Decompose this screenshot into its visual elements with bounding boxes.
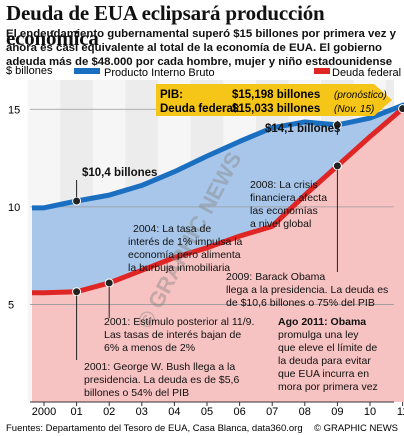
x-tick-label: 06 — [233, 406, 245, 418]
debt-line — [32, 105, 404, 296]
legend-debt-swatch — [314, 68, 330, 74]
annotation-2008-line1: 2008: La crisis — [250, 179, 318, 191]
legend-debt-label: Deuda federal — [332, 67, 401, 79]
x-tick-label: 05 — [201, 406, 213, 418]
y-tick-label: 5 — [8, 299, 14, 311]
footer-source: Fuentes: Departamento del Tesoro de EUA,… — [6, 423, 303, 434]
x-tick-label: 03 — [136, 406, 148, 418]
annotation-obama-line3: de $10,6 billones o 75% del PIB — [226, 297, 375, 309]
x-tick-label: 01 — [70, 406, 82, 418]
annotation-bush-line2: presidencia. La deuda es de $5,6 — [84, 374, 239, 386]
data-marker — [72, 287, 82, 297]
callout-debt-note: (Nov. 15) — [334, 104, 374, 115]
annotation-2004-line4: la burbuja inmobiliaria — [128, 262, 230, 274]
annotation-2004-line3: economía pero alimenta — [128, 249, 241, 261]
chart-subtitle: El endeudamiento gubernamental superó $1… — [6, 28, 396, 68]
annotation-aug2011-line6: mora por primera vez — [278, 381, 378, 393]
annotation-obama-line1: 2009: Barack Obama — [226, 271, 325, 283]
annotation-2008-line2: financiera afecta — [250, 192, 327, 204]
chart-title: Deuda de EUA eclipsará producción económ… — [6, 1, 325, 50]
annotation-10-4: $10,4 billones — [82, 167, 157, 179]
callout-debt-value: $15,033 billones — [232, 103, 320, 115]
annotation-2004-line2: interés de 1% impulsa la — [128, 236, 243, 248]
callout-pib-label: PIB: — [160, 89, 183, 101]
callout-pib-value: $15,198 billones — [232, 89, 320, 101]
x-tick-label: 09 — [331, 406, 343, 418]
callout-debt-label: Deuda federal: — [160, 103, 240, 115]
annotation-aug2011-line1: Ago 2011: Obama — [278, 316, 366, 328]
data-marker — [72, 196, 82, 206]
data-marker — [332, 161, 342, 171]
x-tick-label: 07 — [266, 406, 278, 418]
y-tick-label: 15 — [8, 104, 20, 116]
x-tick-label: 04 — [168, 406, 180, 418]
annotation-2008-line4: a nivel global — [250, 218, 311, 230]
data-marker — [104, 278, 114, 288]
x-tick-label: 2000 — [32, 406, 56, 418]
y-tick-label: 10 — [8, 202, 20, 214]
annotation-2008-line3: las economías — [250, 205, 318, 217]
footer-credit: © GRAPHIC NEWS — [314, 423, 398, 434]
annotation-aug2011-line3: que eleve el límite de — [278, 342, 377, 354]
annotation-sept11-line3: 6% a menos de 2% — [104, 342, 195, 354]
x-tick-label: 10 — [364, 406, 376, 418]
data-marker — [398, 104, 404, 114]
y-axis-label: $ billones — [6, 65, 53, 77]
x-tick-label: 11 — [397, 406, 404, 418]
annotation-14-1: $14,1 billones — [265, 123, 340, 135]
callout-pib-note: (pronóstico) — [334, 90, 387, 101]
debt-area — [32, 108, 404, 402]
gdp-line — [32, 102, 404, 211]
annotation-bush-line1: 2001: George W. Bush llega a la — [84, 361, 235, 373]
x-tick-label: 08 — [299, 406, 311, 418]
annotation-aug2011-line4: la deuda para evitar — [278, 355, 371, 367]
legend-gdp-swatch — [74, 68, 100, 74]
callout-arrow-shape — [156, 84, 392, 116]
annotation-2004-line1: 2004: La tasa de — [133, 223, 211, 235]
gdp-area — [32, 105, 404, 293]
annotation-sept11-line1: 2001: Estímulo posterior al 11/9. — [104, 316, 254, 328]
annotation-obama-line2: llega a la presidencia. La deuda es — [226, 284, 388, 296]
annotation-bush-line3: billones o 54% del PIB — [84, 387, 189, 399]
callout-box: PIB: $15,198 billones (pronóstico) Deuda… — [156, 84, 392, 116]
x-tick-label: 02 — [103, 406, 115, 418]
annotation-aug2011-line5: que EUA incurra en — [278, 368, 369, 380]
legend-gdp-label: Producto Interno Bruto — [104, 67, 215, 79]
annotation-sept11-line2: Las tasas de interés bajan de — [104, 329, 241, 341]
annotation-aug2011-line2: promulga una ley — [278, 329, 359, 341]
